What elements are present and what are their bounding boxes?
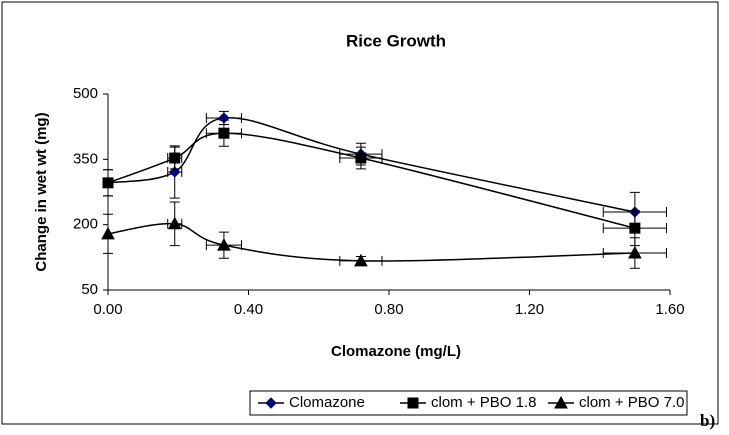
legend-marker xyxy=(554,395,568,409)
y-tick-label: 200 xyxy=(73,216,98,233)
chart-frame xyxy=(1,1,719,425)
y-tick-label: 350 xyxy=(73,150,98,167)
data-point xyxy=(355,152,367,164)
data-point xyxy=(101,226,115,240)
x-tick-label: 0.40 xyxy=(234,301,263,318)
panel-label: b) xyxy=(700,411,715,430)
data-point xyxy=(628,245,642,259)
data-point xyxy=(169,152,181,164)
x-tick-label: 0.80 xyxy=(374,301,403,318)
series-line xyxy=(107,132,636,229)
data-point xyxy=(354,253,368,267)
legend xyxy=(249,390,688,416)
y-tick-label: 500 xyxy=(73,85,98,102)
x-axis-label: Clomazone (mg/L) xyxy=(331,343,461,360)
chart-title: Rice Growth xyxy=(346,31,446,50)
legend-label: clom + PBO 7.0 xyxy=(579,394,684,411)
data-point xyxy=(217,238,231,251)
y-axis-label: Change in wet wt (mg) xyxy=(33,112,50,271)
x-tick-label: 1.60 xyxy=(655,301,684,318)
data-point xyxy=(218,127,230,139)
data-point xyxy=(167,216,182,230)
data-point xyxy=(102,177,114,189)
legend-label: Clomazone xyxy=(289,394,365,411)
legend-marker xyxy=(407,397,419,409)
data-point xyxy=(169,166,181,178)
x-tick-label: 0.00 xyxy=(93,301,122,318)
x-tick-label: 1.20 xyxy=(515,301,544,318)
data-point xyxy=(629,222,641,234)
legend-label: clom + PBO 1.8 xyxy=(431,394,536,411)
y-tick-label: 50 xyxy=(81,281,98,298)
legend-marker xyxy=(265,397,277,409)
